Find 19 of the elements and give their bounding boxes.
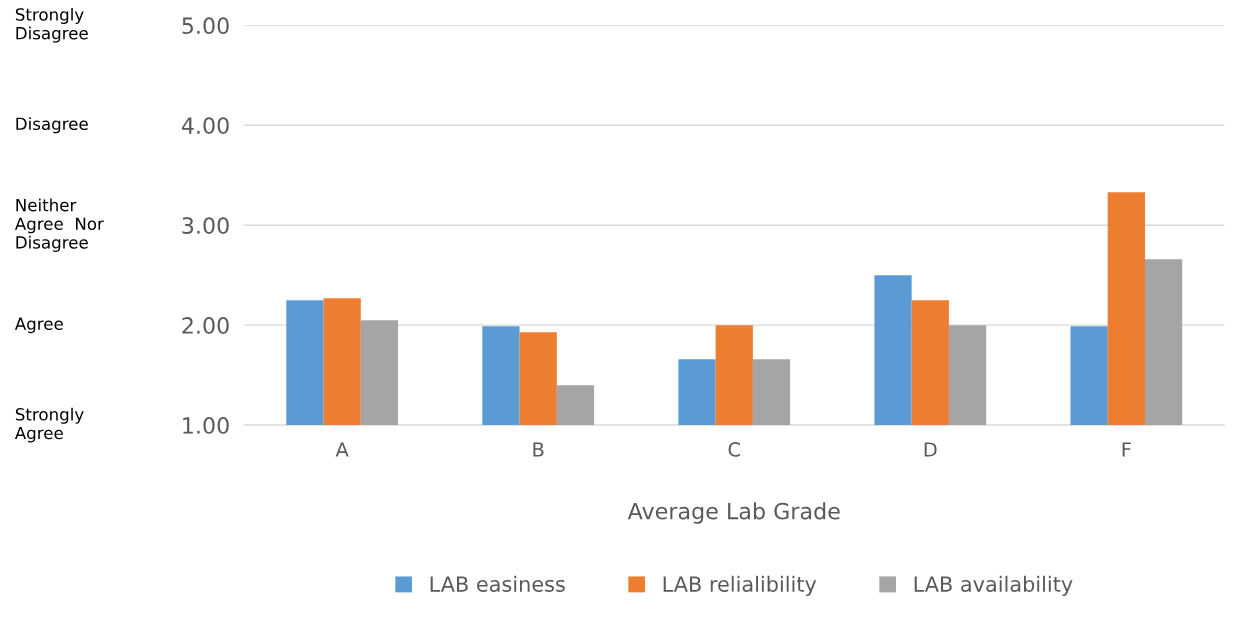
text: Strongly Agree — [14, 407, 84, 443]
y-tick-label: 5.00 — [182, 17, 229, 35]
x-axis-title: Average Lab Grade — [627, 502, 840, 524]
x-tick-label: A — [335, 442, 349, 457]
text: Neither Agree Nor Disagree — [14, 198, 104, 252]
legend-label: LAB easiness — [430, 575, 565, 592]
y-tick-label: 3.00 — [182, 217, 229, 234]
y-tick-label: 1.00 — [183, 417, 229, 434]
legend-label: LAB availability — [914, 575, 1073, 596]
y-tick-label: 2.00 — [182, 317, 229, 334]
text: Disagree — [16, 117, 88, 134]
legend-label: LAB relialibility — [663, 575, 817, 596]
text: Agree — [14, 317, 63, 334]
x-tick-label: C — [728, 442, 740, 457]
text: Strongly Disagree — [15, 7, 88, 43]
x-tick-label: B — [533, 442, 544, 457]
y-tick-label: 4.00 — [181, 117, 229, 135]
x-tick-label: F — [1122, 442, 1131, 457]
x-tick-label: D — [924, 442, 937, 457]
